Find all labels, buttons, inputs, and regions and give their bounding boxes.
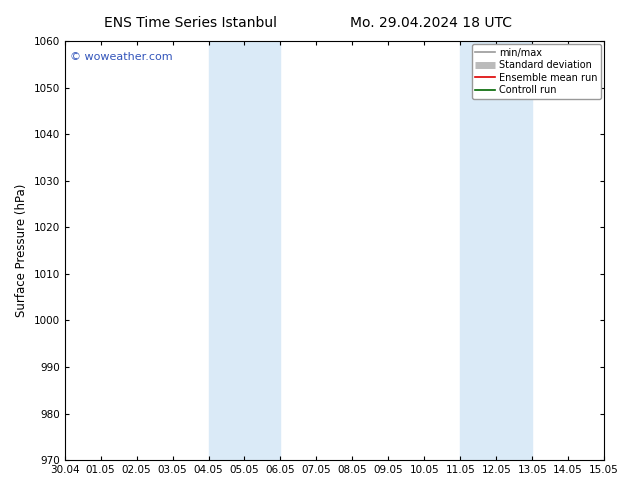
Bar xyxy=(245,41,280,460)
Bar xyxy=(496,41,532,460)
Legend: min/max, Standard deviation, Ensemble mean run, Controll run: min/max, Standard deviation, Ensemble me… xyxy=(472,44,601,99)
Text: ENS Time Series Istanbul: ENS Time Series Istanbul xyxy=(104,16,276,30)
Text: © woweather.com: © woweather.com xyxy=(70,51,172,62)
Bar xyxy=(209,41,245,460)
Bar xyxy=(460,41,496,460)
Y-axis label: Surface Pressure (hPa): Surface Pressure (hPa) xyxy=(15,184,28,318)
Text: Mo. 29.04.2024 18 UTC: Mo. 29.04.2024 18 UTC xyxy=(350,16,512,30)
